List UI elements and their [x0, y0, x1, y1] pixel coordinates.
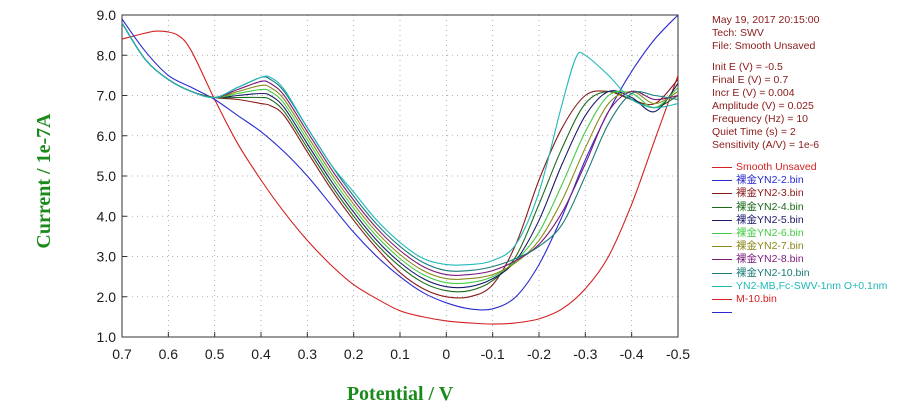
- series-line-1: [121, 14, 679, 311]
- y-tick-label: 4.0: [97, 208, 117, 224]
- legend: Smooth Unsaved 裸金YN2-2.bin 裸金YN2-3.bin 裸金YN…: [712, 161, 900, 319]
- legend-swatch: [712, 180, 732, 182]
- y-tick-label: 5.0: [97, 168, 117, 184]
- legend-swatch: [712, 259, 732, 261]
- x-tick-label: 0.3: [298, 346, 318, 362]
- legend-item: 裸金YN2-5.bin: [712, 214, 900, 227]
- series-line-3: [121, 22, 679, 293]
- param-quiet-time: Quiet Time (s) = 2: [712, 126, 796, 138]
- legend-label: YN2-MB,Fc-SWV-1nm O+0.1nm: [736, 279, 888, 292]
- x-tick-label: -0.1: [481, 346, 505, 362]
- legend-item: 裸金YN2-2.bin: [712, 174, 900, 187]
- legend-swatch: [712, 233, 732, 235]
- info-technique: Tech: SWV: [712, 27, 764, 39]
- param-init-e: Init E (V) = -0.5: [712, 61, 783, 73]
- legend-swatch: [712, 246, 732, 248]
- x-tick-label: 0: [442, 346, 450, 362]
- param-amplitude: Amplitude (V) = 0.025: [712, 100, 814, 112]
- param-incr-e: Incr E (V) = 0.004: [712, 87, 795, 99]
- y-axis-title: Current / 1e-7A: [33, 113, 55, 249]
- legend-label: 裸金YN2-7.bin: [736, 240, 804, 253]
- legend-item: 裸金YN2-6.bin: [712, 227, 900, 240]
- x-tick-label: -0.5: [666, 346, 690, 362]
- x-tick-label: 0.4: [251, 346, 271, 362]
- legend-swatch: [712, 285, 732, 287]
- legend-item: [712, 306, 900, 319]
- legend-label: 裸金YN2-10.bin: [736, 266, 810, 279]
- x-tick-label: 0.7: [112, 346, 132, 362]
- x-tick-label: 0.5: [205, 346, 225, 362]
- legend-item: M-10.bin: [712, 293, 900, 306]
- x-tick-label: 0.2: [344, 346, 364, 362]
- legend-label: 裸金YN2-5.bin: [736, 213, 804, 226]
- legend-label: 裸金YN2-8.bin: [736, 253, 804, 266]
- param-sensitivity: Sensitivity (A/V) = 1e-6: [712, 139, 820, 151]
- info-file: File: Smooth Unsaved: [712, 40, 816, 52]
- y-tick-label: 8.0: [97, 47, 117, 63]
- legend-item: 裸金YN2-7.bin: [712, 240, 900, 253]
- legend-swatch: [712, 219, 732, 221]
- legend-item: Smooth Unsaved: [712, 161, 900, 174]
- legend-swatch: [712, 206, 732, 208]
- legend-swatch: [712, 272, 732, 274]
- y-tick-label: 2.0: [97, 289, 117, 305]
- y-tick-label: 9.0: [97, 7, 117, 23]
- x-tick-label: -0.2: [527, 346, 551, 362]
- x-axis-title: Potential / V: [347, 383, 454, 405]
- x-tick-label: 0.1: [390, 346, 410, 362]
- grid: [121, 14, 679, 338]
- legend-swatch: [712, 193, 732, 195]
- legend-item: 裸金YN2-3.bin: [712, 187, 900, 200]
- info-date: May 19, 2017 20:15:00: [712, 14, 820, 26]
- legend-label: 裸金YN2-3.bin: [736, 187, 804, 200]
- legend-label: 裸金YN2-4.bin: [736, 200, 804, 213]
- legend-label: 裸金YN2-6.bin: [736, 227, 804, 240]
- legend-swatch: [712, 167, 732, 169]
- param-final-e: Final E (V) = 0.7: [712, 74, 789, 86]
- x-tick-label: -0.3: [573, 346, 597, 362]
- legend-swatch: [712, 312, 732, 314]
- x-tick-label: -0.4: [620, 346, 644, 362]
- axis-ticks: 0.7 0.6 0.5 0.4 0.3 0.2 0.1 0 -0.1 -0.2 -0.3 -0.4 -0…: [97, 7, 691, 362]
- legend-item: YN2-MB,Fc-SWV-1nm O+0.1nm: [712, 280, 900, 293]
- y-tick-label: 6.0: [97, 128, 117, 144]
- y-tick-label: 1.0: [97, 329, 117, 345]
- experiment-info-panel: May 19, 2017 20:15:00 Tech: SWV File: Sm…: [712, 14, 898, 152]
- series-line-0: [121, 30, 679, 325]
- legend-label: Smooth Unsaved: [736, 161, 817, 174]
- series-line-9: [121, 22, 679, 266]
- legend-label: M-10.bin: [736, 292, 777, 305]
- legend-item: 裸金YN2-10.bin: [712, 267, 900, 280]
- y-tick-label: 7.0: [97, 88, 117, 104]
- legend-label: 裸金YN2-2.bin: [736, 174, 804, 187]
- x-tick-label: 0.6: [159, 346, 179, 362]
- y-tick-label: 3.0: [97, 249, 117, 265]
- param-frequency: Frequency (Hz) = 10: [712, 113, 808, 125]
- legend-item: 裸金YN2-4.bin: [712, 201, 900, 214]
- series-lines: [121, 14, 679, 325]
- legend-swatch: [712, 298, 732, 300]
- legend-item: 裸金YN2-8.bin: [712, 253, 900, 266]
